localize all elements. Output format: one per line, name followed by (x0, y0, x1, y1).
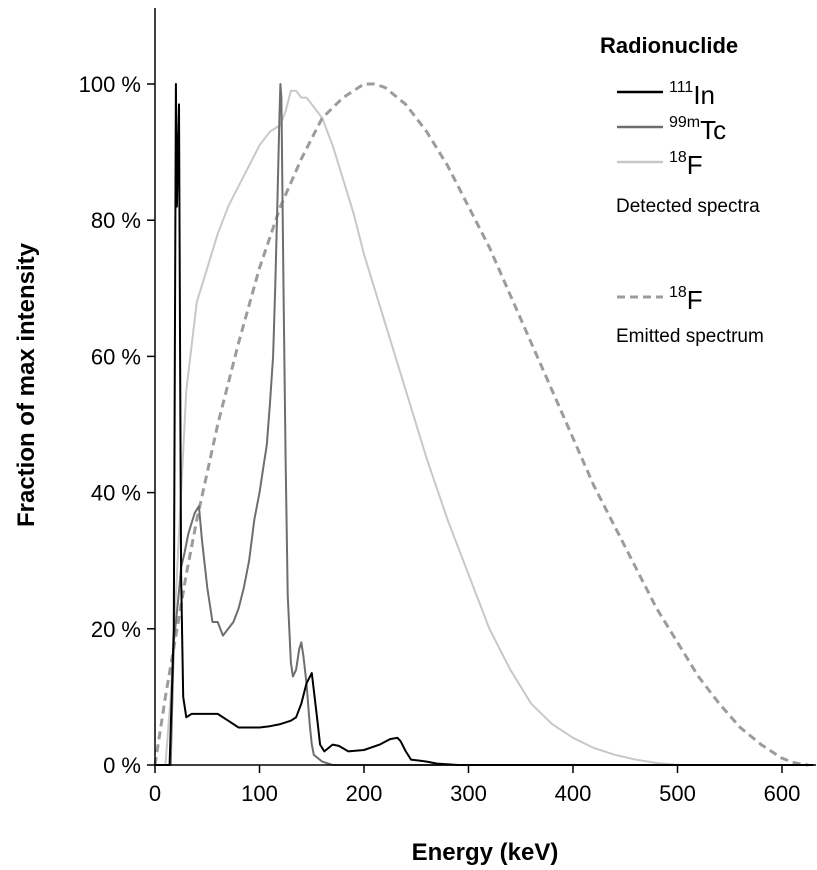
legend-entry-18F-detected: 18F (617, 149, 703, 180)
y-axis-title: Fraction of max intensity (13, 242, 40, 527)
x-tick-label: 400 (555, 781, 592, 806)
x-tick-label: 100 (241, 781, 278, 806)
legend-title: Radionuclide (600, 33, 738, 58)
plot-lines (155, 84, 813, 765)
x-axis-title: Energy (keV) (412, 839, 559, 866)
y-tick-label: 40 % (91, 481, 141, 506)
legend-entry-18F-emitted: 18F (617, 284, 703, 315)
series-line-18F-emitted (155, 84, 808, 765)
x-tick-label: 0 (149, 781, 161, 806)
x-tick-label: 600 (764, 781, 801, 806)
ticks: 0 100 200 300 400 500 600 0 % 20 % 40 % 60 % 80 % 10… (79, 72, 801, 806)
legend-caption-detected: Detected spectra (616, 196, 760, 217)
y-tick-label: 60 % (91, 344, 141, 369)
legend-label-18F-emitted: 18F (669, 284, 703, 315)
legend-caption-emitted: Emitted spectrum (616, 326, 764, 347)
legend-label-99mTc: 99mTc (669, 114, 726, 145)
legend-label-18F-detected: 18F (669, 149, 703, 180)
x-tick-label: 200 (346, 781, 383, 806)
y-tick-label: 80 % (91, 208, 141, 233)
legend-entry-111In: 111In (617, 79, 715, 110)
y-tick-label: 100 % (79, 72, 141, 97)
series-line-111In (155, 84, 813, 765)
y-tick-label: 0 % (103, 753, 141, 778)
x-tick-label: 500 (659, 781, 696, 806)
series-line-18F-detected (155, 91, 813, 765)
series-line-99mTc (155, 84, 813, 765)
legend: Radionuclide 111In 99mTc 18F Detected sp… (600, 33, 764, 347)
x-tick-label: 300 (450, 781, 487, 806)
y-tick-label: 20 % (91, 617, 141, 642)
legend-label-111In: 111In (669, 79, 715, 110)
legend-entry-99mTc: 99mTc (617, 114, 726, 145)
